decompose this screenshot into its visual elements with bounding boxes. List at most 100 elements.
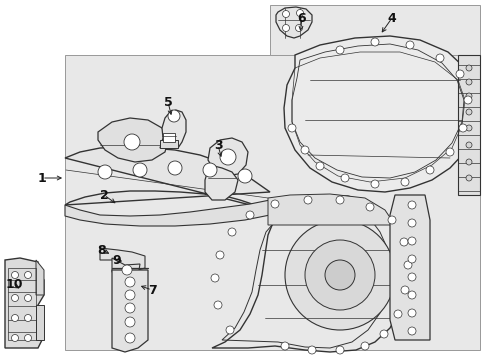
Circle shape [124,134,140,150]
Circle shape [394,310,402,318]
Polygon shape [98,118,168,162]
Polygon shape [112,270,148,352]
Circle shape [466,175,472,181]
Circle shape [288,124,296,132]
Text: 1: 1 [38,171,47,185]
Circle shape [283,24,290,32]
Circle shape [285,220,395,330]
Text: 10: 10 [5,279,23,292]
Circle shape [408,201,416,209]
Circle shape [203,163,217,177]
Circle shape [408,291,416,299]
Text: 9: 9 [113,253,122,266]
Circle shape [228,228,236,236]
Circle shape [295,24,302,32]
Circle shape [238,169,252,183]
Polygon shape [268,194,395,225]
Circle shape [11,315,19,321]
Text: 6: 6 [298,12,306,24]
Circle shape [466,142,472,148]
Circle shape [408,237,416,245]
Circle shape [459,124,467,132]
Circle shape [336,46,344,54]
Polygon shape [160,140,178,148]
Circle shape [408,273,416,281]
Circle shape [271,200,279,208]
Circle shape [125,333,135,343]
Circle shape [466,159,472,165]
Polygon shape [65,55,480,350]
Circle shape [216,251,224,259]
Circle shape [408,219,416,227]
Polygon shape [112,258,140,278]
Circle shape [401,286,409,294]
Circle shape [308,346,316,354]
Circle shape [446,148,454,156]
Polygon shape [163,133,175,142]
Circle shape [408,255,416,263]
Circle shape [11,334,19,342]
Circle shape [464,96,472,104]
Circle shape [24,334,31,342]
Circle shape [401,178,409,186]
Circle shape [214,301,222,309]
Circle shape [281,342,289,350]
Circle shape [336,346,344,354]
Circle shape [283,10,290,18]
Circle shape [404,261,412,269]
Text: 2: 2 [99,189,108,202]
Polygon shape [205,165,238,200]
Text: 7: 7 [147,284,156,297]
Circle shape [98,165,112,179]
Circle shape [246,211,254,219]
Text: 5: 5 [164,95,172,108]
Polygon shape [160,110,186,148]
Circle shape [466,65,472,71]
Circle shape [408,327,416,335]
Circle shape [388,216,396,224]
Circle shape [211,274,219,282]
Circle shape [466,93,472,99]
Circle shape [125,303,135,313]
Circle shape [11,294,19,302]
Circle shape [122,265,132,275]
Circle shape [466,79,472,85]
Polygon shape [36,260,44,295]
Circle shape [125,277,135,287]
Circle shape [304,196,312,204]
Circle shape [226,326,234,334]
Polygon shape [208,138,248,176]
Circle shape [325,260,355,290]
Polygon shape [100,248,145,270]
Polygon shape [5,258,44,348]
Polygon shape [65,147,270,210]
Circle shape [296,9,303,17]
Circle shape [133,163,147,177]
Polygon shape [276,7,312,38]
Text: 3: 3 [214,139,222,152]
Circle shape [125,317,135,327]
Circle shape [24,271,31,279]
Circle shape [426,166,434,174]
Circle shape [24,294,31,302]
Circle shape [341,174,349,182]
Circle shape [408,309,416,317]
Circle shape [371,38,379,46]
Polygon shape [284,36,478,192]
Circle shape [125,290,135,300]
Circle shape [406,41,414,49]
Polygon shape [390,195,430,340]
Circle shape [361,342,369,350]
Text: 8: 8 [98,243,106,257]
Circle shape [220,149,236,165]
Circle shape [466,125,472,131]
Circle shape [436,54,444,62]
Polygon shape [65,200,270,226]
Circle shape [301,146,309,154]
Circle shape [24,315,31,321]
Polygon shape [270,5,480,55]
Circle shape [400,238,408,246]
Circle shape [11,271,19,279]
Polygon shape [212,195,408,352]
Circle shape [380,330,388,338]
